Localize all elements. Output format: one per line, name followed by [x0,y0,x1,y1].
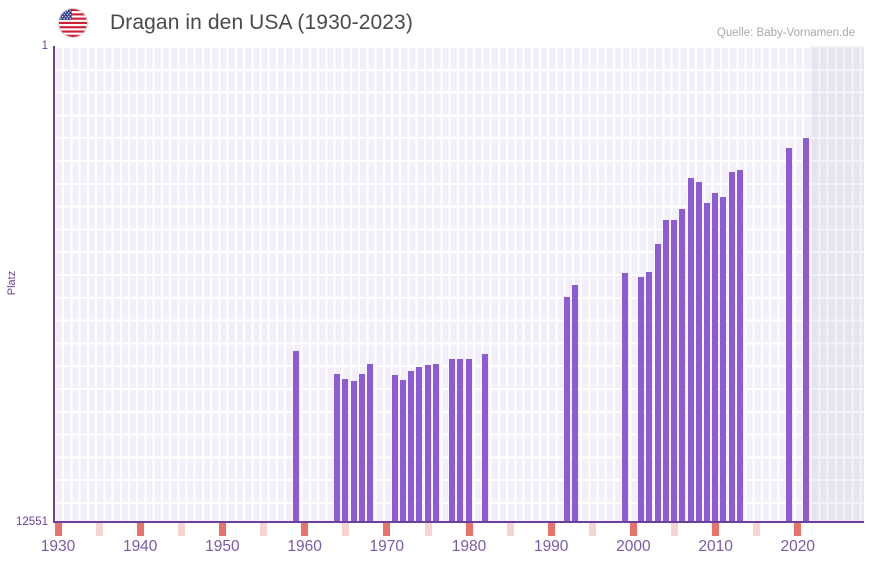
x-tick-minor [506,523,514,536]
bar [432,364,439,522]
us-flag-icon [58,8,88,38]
x-tick-major [54,523,62,536]
x-tick-major [219,523,226,536]
x-tick-minor [342,523,350,536]
chart-header: Dragan in den USA (1930-2023) Quelle: Ba… [0,0,873,46]
x-axis-label: 1970 [369,538,405,555]
x-axis-line [54,521,864,523]
bar [334,374,341,522]
x-axis-label: 1930 [40,538,76,555]
x-axis-labels: 1930 1940 1950 1960 1970 1980 1990 2000 2010 2020 [0,538,873,566]
bar [638,277,645,522]
bar [720,196,727,522]
bar [564,297,571,522]
x-axis-label: 1960 [287,538,322,555]
bar [654,243,661,522]
x-tick-major [136,523,144,536]
bar [802,137,809,522]
x-axis-label: 2000 [616,538,651,555]
bar [399,380,406,522]
x-tick-minor [177,523,185,536]
x-axis-label: 1950 [205,538,240,555]
bar [416,367,423,522]
x-axis-label: 1980 [451,538,487,555]
bar [621,273,628,522]
bar [572,285,579,522]
bar [662,219,669,522]
x-tick-major [712,523,720,536]
bar [786,148,793,522]
y-axis-bottom-label: 12551 [16,516,48,528]
y-axis-top-label: 1 [41,40,48,52]
y-axis-title: Platz [6,270,18,296]
bar [465,358,472,522]
bar [342,378,349,522]
x-axis-label: 1940 [122,538,158,555]
bar [646,271,653,522]
bar [712,193,719,522]
bar [350,380,357,522]
x-tick-major [630,523,637,536]
bar [728,171,735,522]
x-axis-label: 2010 [698,538,733,555]
bar [457,358,464,522]
x-tick-major [301,523,309,536]
bar [687,178,694,522]
plot-area [54,46,864,522]
page-title: Dragan in den USA (1930-2023) [110,11,413,34]
x-tick-minor [588,523,596,536]
bar [424,364,431,522]
bar [391,375,398,522]
x-tick-minor [424,523,432,536]
x-axis-label: 1990 [533,538,569,555]
x-axis-label: 2020 [780,538,816,555]
x-tick-minor [95,523,103,536]
y-axis-line [53,46,55,523]
x-axis-ticks [0,523,873,541]
x-tick-minor [753,523,761,536]
x-tick-major [794,523,802,536]
source-credit: Quelle: Baby-Vornamen.de [716,27,855,39]
bar [679,209,686,522]
bar [703,203,710,522]
bar [358,374,365,522]
x-tick-minor [260,523,268,536]
bar [408,371,415,522]
x-tick-minor [671,523,679,536]
x-tick-major [465,523,473,536]
x-tick-major [547,523,555,536]
bar [671,219,678,522]
x-tick-major [383,523,391,536]
bar [736,169,743,522]
bar [292,351,299,522]
bar [449,359,456,522]
bar [366,363,373,522]
bar [695,181,702,522]
bar [482,354,489,522]
